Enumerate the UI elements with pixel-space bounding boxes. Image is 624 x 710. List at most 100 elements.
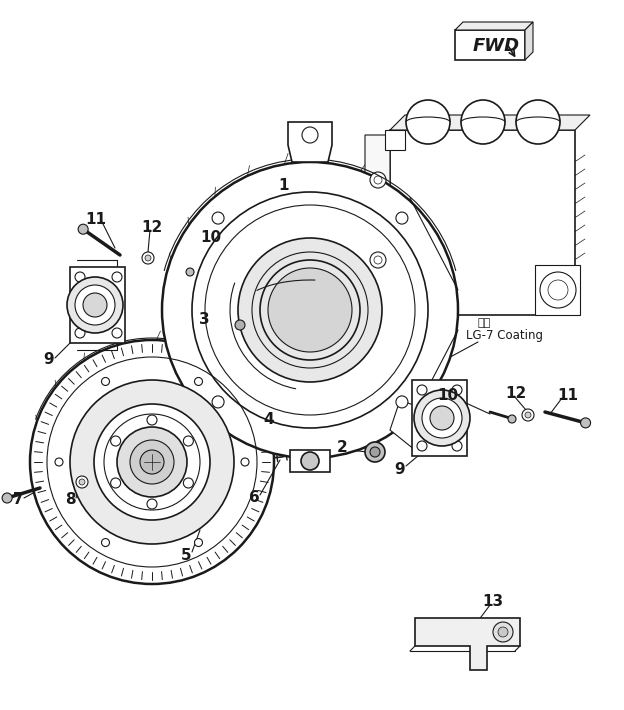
Circle shape — [422, 398, 462, 438]
Circle shape — [238, 238, 382, 382]
Circle shape — [117, 427, 187, 497]
Circle shape — [75, 272, 85, 282]
Circle shape — [370, 447, 380, 457]
Circle shape — [94, 404, 210, 520]
Circle shape — [525, 412, 531, 418]
Circle shape — [208, 310, 328, 430]
Circle shape — [130, 440, 174, 484]
Circle shape — [396, 396, 408, 408]
Circle shape — [396, 212, 408, 224]
Circle shape — [110, 478, 120, 488]
Circle shape — [212, 212, 224, 224]
Circle shape — [78, 224, 88, 234]
Circle shape — [212, 396, 224, 408]
Circle shape — [75, 328, 85, 338]
Text: FWD: FWD — [473, 37, 520, 55]
Circle shape — [452, 385, 462, 395]
Circle shape — [195, 378, 203, 386]
Circle shape — [516, 100, 560, 144]
Circle shape — [235, 320, 245, 330]
Circle shape — [430, 406, 454, 430]
Circle shape — [55, 458, 63, 466]
Polygon shape — [290, 450, 330, 472]
Polygon shape — [288, 122, 332, 162]
Circle shape — [112, 272, 122, 282]
Text: 9: 9 — [44, 352, 54, 368]
Text: 12: 12 — [142, 219, 163, 234]
Circle shape — [268, 268, 352, 352]
Circle shape — [147, 415, 157, 425]
Circle shape — [162, 162, 458, 458]
Text: 11: 11 — [557, 388, 578, 403]
Polygon shape — [412, 380, 467, 456]
Circle shape — [414, 390, 470, 446]
Circle shape — [67, 277, 123, 333]
Circle shape — [75, 285, 115, 325]
Circle shape — [83, 293, 107, 317]
Text: 3: 3 — [198, 312, 209, 327]
Circle shape — [241, 458, 249, 466]
Polygon shape — [455, 30, 525, 60]
Text: 1: 1 — [279, 178, 290, 192]
Circle shape — [186, 268, 194, 276]
Circle shape — [417, 441, 427, 451]
Circle shape — [2, 493, 12, 503]
Circle shape — [183, 436, 193, 446]
Circle shape — [461, 100, 505, 144]
Circle shape — [302, 127, 318, 143]
Circle shape — [180, 282, 356, 458]
Polygon shape — [535, 265, 580, 315]
Text: 11: 11 — [85, 212, 107, 226]
Circle shape — [370, 172, 386, 188]
Circle shape — [142, 252, 154, 264]
Circle shape — [580, 418, 590, 428]
Circle shape — [183, 478, 193, 488]
Text: LG-7 Coating: LG-7 Coating — [466, 329, 543, 342]
Circle shape — [79, 479, 85, 485]
Text: 13: 13 — [482, 594, 504, 608]
Circle shape — [110, 436, 120, 446]
Text: 8: 8 — [65, 493, 76, 508]
Circle shape — [140, 450, 164, 474]
Text: 12: 12 — [505, 386, 527, 400]
Polygon shape — [385, 130, 405, 150]
Text: 6: 6 — [248, 489, 260, 505]
Circle shape — [102, 378, 109, 386]
Circle shape — [522, 409, 534, 421]
Polygon shape — [390, 130, 575, 315]
Circle shape — [193, 295, 343, 445]
Polygon shape — [390, 115, 590, 130]
Circle shape — [370, 252, 386, 268]
Circle shape — [365, 442, 385, 462]
Circle shape — [195, 539, 203, 547]
Polygon shape — [390, 400, 455, 455]
Circle shape — [76, 476, 88, 488]
Circle shape — [417, 385, 427, 395]
Circle shape — [70, 380, 234, 544]
Text: 4: 4 — [264, 412, 275, 427]
Circle shape — [540, 272, 576, 308]
Polygon shape — [525, 22, 533, 60]
Polygon shape — [365, 135, 390, 305]
Circle shape — [406, 100, 450, 144]
Polygon shape — [415, 618, 520, 670]
Text: 10: 10 — [437, 388, 459, 403]
Circle shape — [30, 340, 274, 584]
Circle shape — [498, 627, 508, 637]
Text: 7: 7 — [12, 491, 23, 506]
Text: 塗布: 塗布 — [478, 318, 491, 328]
Circle shape — [147, 499, 157, 509]
Circle shape — [102, 539, 109, 547]
Circle shape — [508, 415, 516, 423]
Text: 5: 5 — [181, 547, 192, 562]
Circle shape — [493, 622, 513, 642]
Text: 9: 9 — [395, 462, 406, 476]
Polygon shape — [455, 22, 533, 30]
Circle shape — [145, 255, 151, 261]
Circle shape — [301, 452, 319, 470]
Polygon shape — [70, 267, 125, 343]
Text: 2: 2 — [336, 440, 348, 456]
Circle shape — [112, 328, 122, 338]
Circle shape — [452, 441, 462, 451]
Text: 10: 10 — [200, 229, 222, 244]
